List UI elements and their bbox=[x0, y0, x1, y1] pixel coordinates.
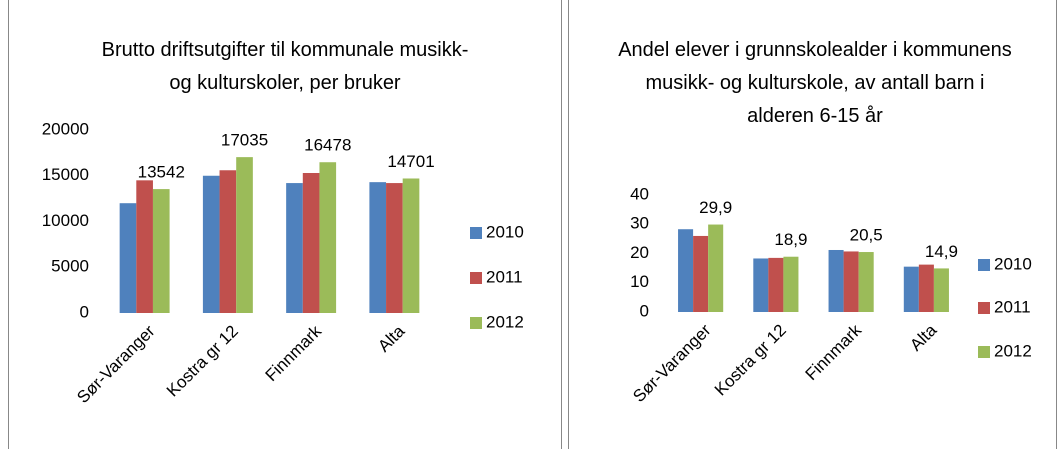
y-tick-label: 30 bbox=[630, 214, 649, 233]
bar bbox=[152, 189, 170, 313]
bar bbox=[202, 175, 220, 313]
x-tick-label: Alta bbox=[374, 321, 409, 356]
data-label: 29,9 bbox=[699, 198, 732, 217]
bar bbox=[708, 224, 724, 312]
legend-label: 2010 bbox=[486, 222, 524, 241]
bar bbox=[302, 173, 320, 313]
legend-label: 2010 bbox=[994, 254, 1032, 273]
legend-swatch bbox=[470, 227, 482, 239]
bar bbox=[402, 178, 420, 313]
panel-border bbox=[8, 0, 562, 449]
x-tick-label: Alta bbox=[906, 320, 941, 355]
data-label: 20,5 bbox=[850, 226, 883, 245]
y-tick-label: 0 bbox=[640, 301, 649, 320]
legend-swatch bbox=[978, 346, 990, 358]
data-label: 17035 bbox=[221, 131, 268, 150]
bar bbox=[136, 180, 153, 313]
legend-swatch bbox=[470, 272, 482, 284]
bar bbox=[933, 268, 949, 312]
bar bbox=[319, 162, 337, 313]
bar bbox=[768, 257, 784, 312]
panel-border bbox=[568, 0, 1057, 449]
bar bbox=[678, 229, 694, 312]
bar bbox=[236, 157, 253, 313]
x-tick-label: Finnmark bbox=[802, 320, 866, 384]
y-tick-label: 10 bbox=[630, 272, 649, 291]
y-tick-label: 20 bbox=[630, 243, 649, 262]
legend-swatch bbox=[470, 317, 482, 329]
bar bbox=[753, 258, 769, 312]
bar bbox=[918, 264, 934, 312]
y-tick-label: 20000 bbox=[42, 119, 89, 138]
bar bbox=[119, 203, 137, 313]
chart-title: Andel elever i grunnskolealder i kommune… bbox=[618, 39, 1012, 127]
bar bbox=[903, 266, 919, 312]
data-label: 18,9 bbox=[774, 230, 807, 249]
x-tick-label: Kostra gr 12 bbox=[711, 321, 790, 400]
x-tick-label: Sør-Varanger bbox=[73, 321, 159, 407]
legend-swatch bbox=[978, 259, 990, 271]
bar bbox=[843, 251, 859, 312]
legend-label: 2011 bbox=[486, 267, 523, 286]
data-label: 13542 bbox=[138, 163, 185, 182]
legend-label: 2011 bbox=[994, 297, 1031, 316]
chart-title: Brutto driftsutgifter til kommunale musi… bbox=[101, 39, 469, 94]
y-tick-label: 10000 bbox=[42, 211, 89, 230]
data-label: 16478 bbox=[304, 136, 351, 155]
legend-label: 2012 bbox=[486, 312, 524, 331]
bar bbox=[828, 249, 844, 312]
x-tick-label: Sør-Varanger bbox=[629, 320, 715, 406]
legend-swatch bbox=[978, 302, 990, 314]
bar bbox=[386, 183, 403, 313]
y-tick-label: 15000 bbox=[42, 165, 89, 184]
y-tick-label: 0 bbox=[80, 302, 89, 321]
legend-label: 2012 bbox=[994, 341, 1032, 360]
y-tick-label: 5000 bbox=[51, 257, 89, 276]
x-tick-label: Kostra gr 12 bbox=[163, 322, 242, 401]
bar bbox=[219, 170, 237, 313]
data-label: 14,9 bbox=[925, 242, 958, 261]
bar bbox=[783, 256, 799, 312]
bar bbox=[858, 252, 874, 312]
data-label: 14701 bbox=[387, 152, 434, 171]
bar bbox=[693, 235, 709, 312]
bar bbox=[286, 183, 303, 313]
x-tick-label: Finnmark bbox=[262, 321, 326, 385]
y-tick-label: 40 bbox=[630, 184, 649, 203]
bar bbox=[369, 182, 387, 313]
